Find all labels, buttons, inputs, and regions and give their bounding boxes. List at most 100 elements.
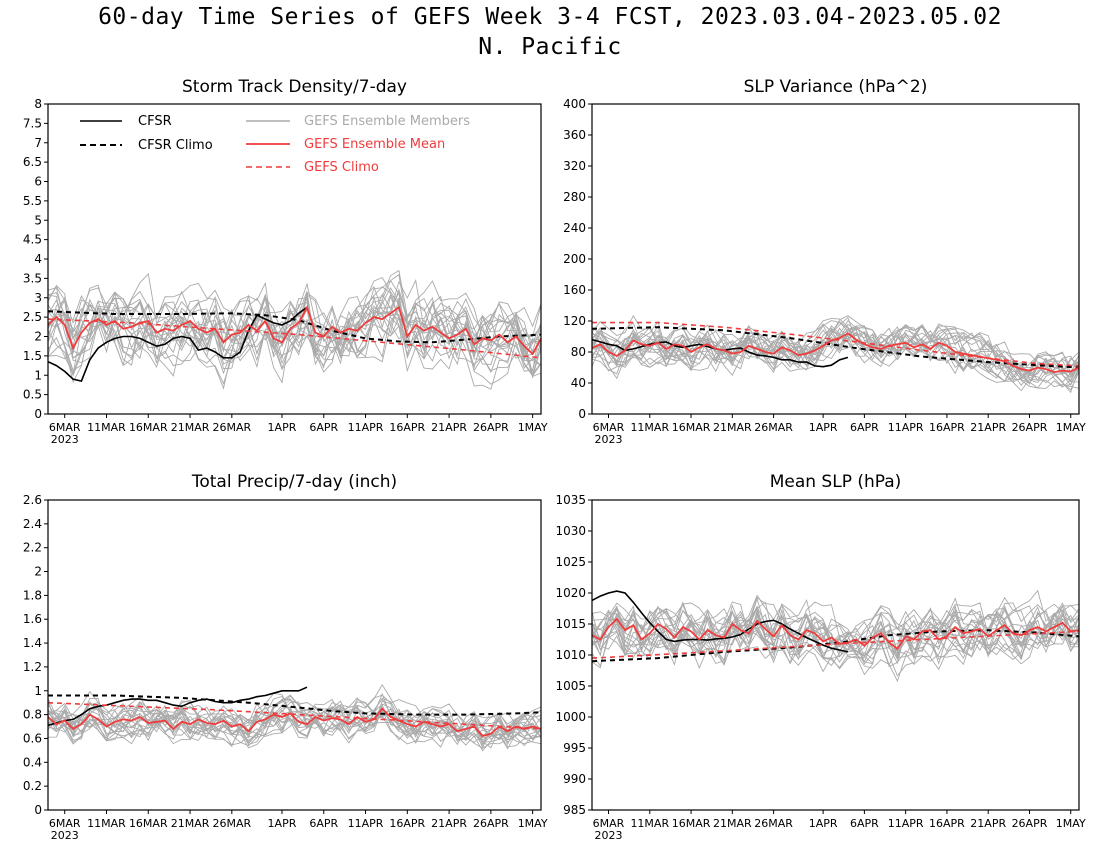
x-tick-label: 21MAR — [171, 421, 210, 434]
legend-label-members: GEFS Ensemble Members — [304, 114, 470, 129]
y-tick-label: 1010 — [555, 648, 586, 662]
gefs-climo-line — [47, 318, 542, 359]
y-tick-label: 0.4 — [23, 755, 42, 769]
y-tick-label: 1 — [34, 684, 42, 698]
x-tick-label: 1MAY — [518, 421, 548, 434]
y-tick-label: 1.8 — [23, 588, 42, 602]
ensemble-member-line — [47, 707, 542, 749]
x-tick-label: 26APR — [473, 817, 509, 830]
gefs-climo-line — [592, 321, 1080, 367]
legend-label-cfsr-climo: CFSR Climo — [138, 138, 213, 153]
y-tick-label: 7.5 — [23, 116, 42, 130]
ensemble-member-line — [47, 704, 542, 746]
y-tick-label: 4.5 — [23, 233, 42, 247]
y-tick-label: 1020 — [555, 586, 586, 600]
ensemble-member-line — [591, 321, 1080, 384]
y-tick-label: 0.5 — [23, 388, 42, 402]
x-tick-label: 11MAR — [87, 421, 126, 434]
cfsr-line — [47, 686, 308, 727]
y-tick-label: 280 — [563, 190, 586, 204]
x-tick-label: 11APR — [348, 817, 384, 830]
legend-label-gefs-climo: GEFS Climo — [304, 160, 379, 175]
x-tick-label: 26MAR — [213, 817, 252, 830]
y-tick-label: 1035 — [555, 493, 586, 507]
chart-panel-3: Total Precip/7-day (inch)00.20.40.60.811… — [23, 472, 548, 842]
y-tick-label: 3 — [34, 291, 42, 305]
y-tick-label: 1.5 — [23, 349, 42, 363]
y-tick-label: 1.2 — [23, 660, 42, 674]
y-tick-label: 120 — [563, 314, 586, 328]
y-tick-label: 80 — [571, 345, 586, 359]
x-tick-label: 16MAR — [129, 817, 168, 830]
chart-panel-4: Mean SLP (hPa) 985 990 995 1000 1005 1010 1015 1… — [555, 472, 1086, 842]
x-tick-label: 6APR — [850, 421, 879, 434]
x-tick-label: 26MAR — [213, 421, 252, 434]
ensemble-member-line — [47, 694, 542, 745]
y-tick-label: 985 — [563, 803, 586, 817]
ensemble-member-line — [47, 281, 542, 376]
x-tick-label: 26MAR — [754, 817, 793, 830]
y-tick-label: 1000 — [555, 710, 586, 724]
ensemble-member-line — [47, 287, 542, 390]
x-tick-label: 26APR — [473, 421, 509, 434]
x-tick-label: 1APR — [268, 817, 297, 830]
y-tick-label: 320 — [563, 159, 586, 173]
ensemble-member-line — [591, 325, 1080, 375]
cfsr-climo-line — [48, 694, 542, 716]
y-tick-label: 0.6 — [23, 731, 42, 745]
ensemble-member-line — [591, 326, 1080, 387]
x-tick-label: 21APR — [431, 421, 467, 434]
x-tick-label: 11APR — [888, 421, 924, 434]
panel-title: Total Precip/7-day (inch) — [191, 472, 397, 492]
ensemble-member-line — [591, 324, 1080, 371]
ensemble-member-line — [47, 277, 542, 384]
x-tick-label: 11APR — [888, 817, 924, 830]
x-tick-label: 16APR — [389, 817, 425, 830]
y-tick-label: 1015 — [555, 617, 586, 631]
y-tick-label: 5.5 — [23, 194, 42, 208]
y-tick-label: 2 — [34, 330, 42, 344]
y-tick-label: 360 — [563, 128, 586, 142]
x-tick-label: 16MAR — [672, 421, 711, 434]
y-tick-label: 995 — [563, 741, 586, 755]
y-tick-label: 2 — [34, 565, 42, 579]
x-tick-label: 21APR — [970, 421, 1006, 434]
x-tick-label: 21MAR — [713, 817, 752, 830]
x-tick-label: 26APR — [1012, 421, 1048, 434]
y-tick-label: 8 — [34, 97, 42, 111]
plot-frame — [47, 103, 542, 415]
gefs-climo-line — [591, 630, 1080, 659]
x-tick-label: 6MAR — [593, 421, 625, 434]
y-tick-label: 1.4 — [23, 636, 42, 650]
x-tick-label: 1MAY — [518, 817, 548, 830]
legend-label-cfsr: CFSR — [138, 114, 172, 129]
x-tick-label: 6APR — [309, 817, 338, 830]
chart-panel-2: SLP Variance (hPa^2) 0 40 80 120 160 200 240 280… — [563, 77, 1086, 446]
x-tick-label: 21MAR — [171, 817, 210, 830]
y-tick-label: 240 — [563, 221, 586, 235]
x-tick-label: 11MAR — [630, 421, 669, 434]
ensemble-member-line — [47, 280, 542, 385]
y-tick-label: 5 — [34, 213, 42, 227]
y-tick-label: 200 — [563, 252, 586, 266]
panel-title: SLP Variance (hPa^2) — [744, 77, 928, 97]
ensemble-member-line — [591, 604, 1080, 667]
y-tick-label: 4 — [34, 252, 42, 266]
x-year-label: 2023 — [51, 829, 79, 842]
gefs-mean-line — [591, 617, 1080, 651]
ensemble-member-line — [47, 297, 542, 373]
y-tick-label: 6 — [34, 175, 42, 189]
y-tick-label: 3.5 — [23, 271, 42, 285]
ensemble-member-line — [47, 697, 542, 747]
y-tick-label: 40 — [571, 376, 586, 390]
figure-subtitle: N. Pacific — [478, 34, 622, 60]
x-tick-label: 6MAR — [49, 421, 81, 434]
y-tick-label: 990 — [563, 772, 586, 786]
x-tick-label: 21APR — [431, 817, 467, 830]
x-tick-label: 16MAR — [672, 817, 711, 830]
legend: CFSR CFSR Climo GEFS Ensemble Members GEFS … — [80, 114, 470, 175]
y-tick-label: 6.5 — [23, 155, 42, 169]
y-tick-label: 400 — [563, 97, 586, 111]
y-tick-label: 2.5 — [23, 310, 42, 324]
ensemble-member-line — [591, 320, 1080, 386]
